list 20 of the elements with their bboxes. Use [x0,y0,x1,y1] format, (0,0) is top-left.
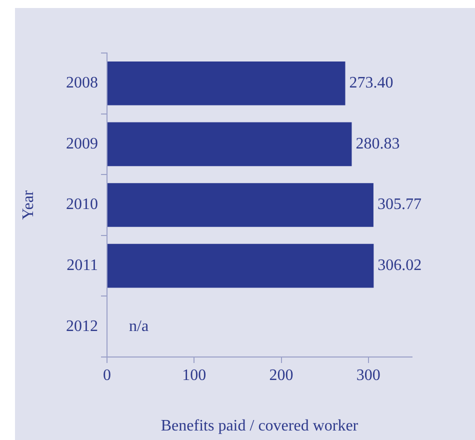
y-axis-title: Year [20,190,37,220]
x-tick-label: 100 [182,366,206,384]
x-tick-label: 0 [103,366,111,384]
text: n/a [129,318,149,335]
x-tick-label: 300 [356,366,380,384]
y-tick-label: 2012 [66,318,98,335]
x-axis-title: Benefits paid / covered worker [160,418,359,435]
bar [108,122,352,166]
bar [108,183,374,227]
bar [108,244,374,288]
data-label: 306.02 [378,257,422,274]
y-tick-label: 2008 [66,74,98,92]
x-tick-label: 200 [269,366,294,384]
y-tick-label: 2011 [66,257,98,274]
data-label: 273.40 [349,74,394,92]
data-label: 305.77 [377,196,422,214]
bar [108,62,346,106]
data-label: 280.83 [356,135,400,152]
y-tick-label: 2010 [66,196,98,214]
y-tick-label: 2009 [66,135,98,152]
